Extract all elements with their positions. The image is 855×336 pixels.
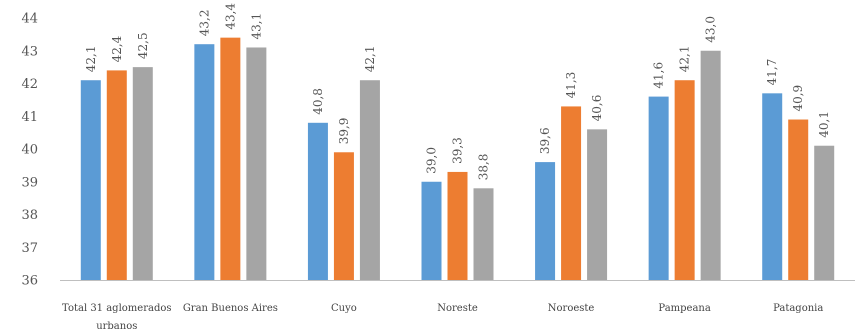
bar [535,162,556,280]
bar [762,93,783,280]
data-label: 39,9 [337,118,351,145]
y-tick-label: 39 [21,175,38,190]
y-tick-label: 42 [21,77,38,92]
data-label: 42,4 [110,35,124,62]
data-label: 42,5 [136,32,150,59]
data-label: 38,8 [477,154,491,181]
data-label: 40,1 [817,111,831,138]
bar [421,181,442,280]
bar [587,129,608,280]
category-label: Gran Buenos Aires [183,303,278,314]
data-label: 41,6 [652,62,666,89]
bar [788,119,809,281]
bar [648,96,669,280]
data-label: 43,0 [704,16,718,43]
data-label: 39,3 [451,137,465,164]
bar [307,122,328,280]
data-label: 39,0 [425,147,439,174]
bar [700,50,721,280]
category-label: urbanos [96,321,137,332]
data-label: 42,1 [678,46,692,73]
bar [359,80,380,280]
bar [447,171,468,280]
bar [333,152,354,280]
y-tick-label: 41 [21,110,38,125]
category-label: Cuyo [331,303,357,314]
y-tick-label: 36 [21,274,38,289]
data-label: 41,7 [765,59,779,86]
data-label: 40,8 [311,88,325,115]
data-label: 43,4 [223,3,237,30]
data-label: 42,1 [84,46,98,73]
data-label: 40,9 [791,85,805,112]
category-label: Noroeste [548,303,595,314]
category-label: Patagonia [773,303,823,314]
data-label: 41,3 [564,72,578,99]
bar [194,44,215,281]
data-label: 43,2 [197,9,211,36]
bar [80,80,101,280]
y-tick-label: 38 [21,208,38,223]
y-tick-label: 40 [21,143,38,158]
bar [814,145,835,280]
category-label: Pampeana [658,303,710,314]
data-label: 43,1 [249,13,263,40]
y-tick-label: 44 [21,12,38,27]
data-label: 40,6 [590,95,604,122]
y-tick-label: 37 [21,241,38,256]
bar [473,188,494,280]
data-label: 39,6 [538,127,552,154]
bar [674,80,695,280]
data-label: 42,1 [363,46,377,73]
bar [106,70,127,281]
category-label: Noreste [437,303,478,314]
bar [561,106,582,280]
bar [132,67,153,280]
bar [220,37,241,281]
category-label: Total 31 aglomerados [62,303,171,314]
bar [246,47,267,280]
y-tick-label: 43 [21,44,38,59]
